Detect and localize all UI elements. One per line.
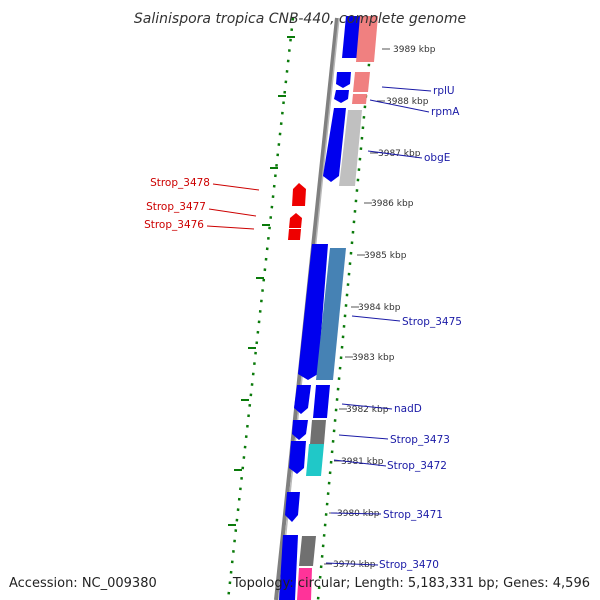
right-gene-labels: rplU rpmA obgE Strop_3475 nadD Strop_347…	[379, 85, 462, 571]
gene-block	[342, 16, 362, 58]
gc-skew-dashes	[228, 36, 295, 526]
left-gene-labels: Strop_3478 Strop_3477 Strop_3476	[144, 177, 210, 231]
gene-arrow	[285, 492, 300, 522]
gene-arrow	[289, 441, 306, 474]
cds-steelblue	[316, 248, 346, 380]
cds-darkgrey	[310, 420, 326, 444]
gene-label-strop-3478: Strop_3478	[150, 177, 210, 189]
cds-magenta	[297, 568, 312, 600]
accession-text: Accession: NC_009380	[9, 576, 157, 591]
cds-cyan	[306, 444, 324, 476]
gene-label-strop-3473: Strop_3473	[390, 434, 450, 446]
gene-label-strop-3471: Strop_3471	[383, 509, 443, 521]
left-leader-lines	[206, 183, 260, 230]
kbp-label: 3984 kbp	[358, 303, 401, 313]
gene-arrow	[334, 90, 349, 103]
gene-label-obgE: obgE	[424, 152, 450, 164]
gene-label-strop-3476: Strop_3476	[144, 219, 204, 231]
kbp-label: 3988 kbp	[386, 97, 429, 107]
kbp-tick-marks	[324, 48, 390, 565]
gene-arrow	[313, 385, 330, 418]
gene-label-strop-3475: Strop_3475	[402, 316, 462, 328]
gene-label-strop-3477: Strop_3477	[146, 201, 206, 213]
gene-arrow	[294, 385, 311, 414]
cds-pink	[352, 94, 367, 104]
cds-pink	[356, 16, 378, 62]
kbp-label: 3981 kbp	[341, 457, 384, 467]
gene-arrow	[336, 72, 351, 88]
kbp-label: 3986 kbp	[371, 199, 414, 209]
gc-track-outer	[316, 21, 375, 600]
forward-genes	[279, 16, 362, 600]
gene-label-nadD: nadD	[394, 403, 422, 415]
kbp-label: 3989 kbp	[393, 45, 436, 55]
gene-arrow	[323, 108, 346, 182]
reverse-genes	[288, 183, 306, 240]
kbp-label: 3979 kbp	[333, 560, 376, 570]
cds-features	[297, 16, 378, 600]
right-leader-lines	[325, 86, 432, 566]
gene-arrow-reverse	[289, 213, 302, 228]
gene-arrow	[298, 244, 328, 380]
map-title: Salinispora tropica CNB-440, complete ge…	[134, 11, 466, 27]
gene-arrow	[292, 420, 308, 440]
topology-text: Topology: circular; Length: 5,183,331 bp…	[232, 576, 590, 591]
gene-label-strop-3472: Strop_3472	[387, 460, 447, 472]
gene-label-rplU: rplU	[433, 85, 455, 97]
gene-label-strop-3470: Strop_3470	[379, 559, 439, 571]
gene-arrow-reverse	[288, 229, 301, 240]
kbp-label: 3987 kbp	[378, 149, 421, 159]
gene-label-rpmA: rpmA	[431, 106, 460, 118]
gene-arrow-reverse	[292, 183, 306, 206]
gene-block	[279, 535, 298, 600]
cds-pink	[353, 72, 370, 92]
kbp-label: 3983 kbp	[352, 353, 395, 363]
cds-darkgrey	[299, 536, 316, 566]
cds-grey	[339, 110, 362, 186]
kbp-label: 3985 kbp	[364, 251, 407, 261]
kbp-label: 3982 kbp	[346, 405, 389, 415]
